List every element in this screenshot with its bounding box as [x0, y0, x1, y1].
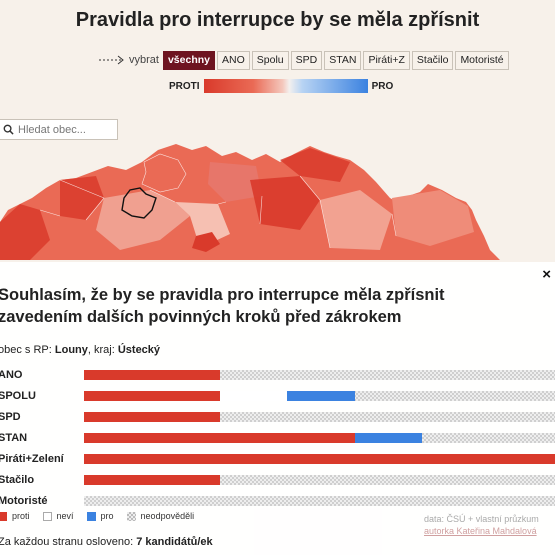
- chip-spolu[interactable]: Spolu: [251, 50, 289, 70]
- question-heading: Souhlasím, že by se pravidla pro interru…: [0, 286, 445, 326]
- legend-swatch-neodpovedeli: [126, 511, 136, 521]
- search-box: [0, 119, 118, 140]
- result-bar-track: [84, 453, 555, 464]
- result-row: STAN: [0, 427, 555, 448]
- result-row-label: STAN: [0, 431, 28, 444]
- legend-label-proti: proti: [12, 511, 30, 521]
- result-row-label: SPOLU: [0, 389, 36, 402]
- result-bar-proti: [84, 453, 555, 464]
- legend-swatch-pro: [86, 511, 96, 521]
- result-row: SPD: [0, 406, 555, 427]
- place-label: obec s RP:: [0, 344, 52, 356]
- chip-ano[interactable]: ANO: [217, 50, 250, 70]
- chip-stacilo[interactable]: Stačilo: [411, 50, 454, 70]
- author-link[interactable]: autorka Kateřina Mahdalová: [424, 526, 537, 536]
- result-bar-proti: [84, 390, 220, 401]
- color-scale: PROTI PRO: [169, 79, 393, 93]
- party-results: ANO SPOLU SPD STAN Piráti+Zelení Stačilo Motor…: [0, 364, 555, 511]
- result-row-label: Stačilo: [0, 473, 35, 486]
- legend-label-nevi: neví: [56, 511, 74, 521]
- chip-vsechny[interactable]: všechny: [162, 50, 215, 70]
- result-row-label: SPD: [0, 410, 21, 423]
- result-bar-proti: [84, 432, 355, 443]
- result-bar-nevi: [219, 390, 288, 401]
- result-row: Stačilo: [0, 469, 555, 490]
- legend-item-proti: proti: [0, 511, 30, 521]
- region-label: , kraj:: [87, 344, 115, 356]
- result-row-label: Motoristé: [0, 494, 48, 507]
- footnote: Za každou stranu osloveno: 7 kandidátů/e…: [0, 536, 213, 548]
- party-filter: vybrat všechny ANO Spolu SPD STAN Piráti…: [98, 50, 511, 70]
- region-name: Ústecký: [117, 344, 161, 356]
- result-bar-track: [84, 369, 555, 380]
- place-name: Louny: [54, 344, 88, 356]
- place-info: obec s RP: Louny, kraj: Ústecký: [0, 344, 160, 356]
- result-bar-track: [84, 411, 555, 422]
- source-credits: data: ČSÚ + vlastní průzkum autorka Kate…: [424, 513, 539, 537]
- chip-motoriste[interactable]: Motoristé: [455, 50, 509, 70]
- result-row: Motoristé: [0, 490, 555, 511]
- result-row: Piráti+Zelení: [0, 448, 555, 469]
- source-line: data: ČSÚ + vlastní průzkum: [424, 514, 539, 524]
- result-bar-track: [84, 390, 555, 401]
- municipality-map[interactable]: [0, 140, 555, 270]
- page-title: Pravidla pro interrupce by se měla zpřís…: [75, 9, 480, 31]
- scale-gradient-bar: [203, 79, 368, 93]
- scale-left-label: PROTI: [169, 80, 200, 92]
- arrow-right-icon: [99, 55, 124, 65]
- chip-spd[interactable]: SPD: [290, 50, 323, 70]
- footnote-value: 7 kandidátů/ek: [136, 536, 213, 548]
- chip-pirati-z[interactable]: Piráti+Z: [363, 50, 410, 70]
- legend-swatch-proti: [0, 511, 7, 521]
- close-icon[interactable]: ×: [542, 266, 551, 283]
- result-bar-track: [84, 432, 555, 443]
- result-row-label: Piráti+Zelení: [0, 452, 64, 465]
- result-row-label: ANO: [0, 368, 23, 381]
- detail-panel: × Souhlasím, že by se pravidla pro inter…: [0, 262, 555, 555]
- legend-label-neodpovedeli: neodpověděli: [140, 511, 195, 521]
- chip-stan[interactable]: STAN: [324, 50, 362, 70]
- result-row: ANO: [0, 364, 555, 385]
- legend-item-neodpovedeli: neodpověděli: [126, 511, 195, 521]
- filter-label: vybrat: [129, 54, 159, 66]
- scale-right-label: PRO: [371, 80, 394, 92]
- legend-swatch-nevi: [42, 511, 52, 521]
- legend-label-pro: pro: [100, 511, 114, 521]
- legend-item-nevi: neví: [42, 511, 74, 521]
- result-bar-track: [84, 495, 555, 506]
- result-bar-proti: [84, 411, 220, 422]
- footnote-text: Za každou stranu osloveno:: [0, 536, 134, 548]
- legend: proti neví pro neodpověděli: [0, 511, 207, 521]
- search-input[interactable]: [18, 123, 114, 136]
- result-bar-track: [84, 474, 555, 485]
- result-bar-proti: [84, 474, 220, 485]
- result-bar-proti: [84, 369, 220, 380]
- result-bar-pro: [287, 390, 356, 401]
- legend-item-pro: pro: [86, 511, 114, 521]
- result-row: SPOLU: [0, 385, 555, 406]
- result-bar-pro: [354, 432, 423, 443]
- search-icon: [3, 124, 14, 135]
- selected-municipality-outline: [121, 187, 157, 219]
